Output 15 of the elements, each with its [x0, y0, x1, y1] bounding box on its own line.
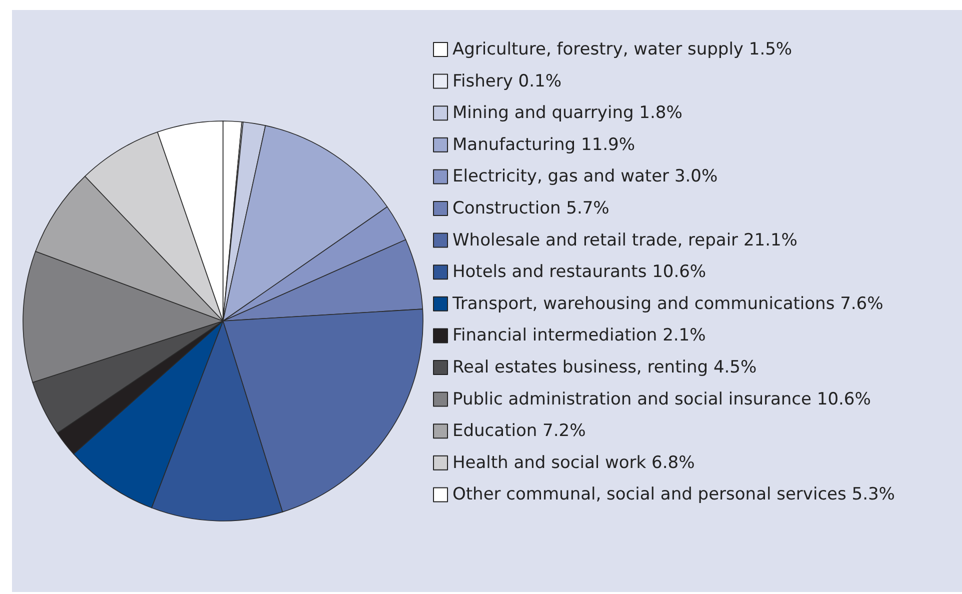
- legend-label: Fishery 0.1%: [452, 71, 562, 92]
- legend-label: Electricity, gas and water 3.0%: [452, 166, 718, 187]
- legend-label: Construction 5.7%: [452, 198, 610, 218]
- legend-label: Hotels and restaurants 10.6%: [452, 262, 706, 282]
- legend-label: Other communal, social and personal services 5.3%: [452, 484, 895, 505]
- legend-label: Education 7.2%: [452, 421, 586, 442]
- legend-label: Transport, warehousing and communications 7.6%: [452, 294, 884, 314]
- legend-label: Agriculture, forestry, water supply 1.5%: [452, 40, 792, 60]
- legend-label: Manufacturing 11.9%: [452, 134, 636, 155]
- legend-label: Public administration and social insurance 10.6%: [452, 389, 871, 410]
- legend-label: Wholesale and retail trade, repair 21.1%: [452, 230, 798, 250]
- legend-label: Real estates business, renting 4.5%: [452, 358, 757, 378]
- legend-label: Health and social work 6.8%: [452, 452, 695, 473]
- legend-label: Financial intermediation 2.1%: [452, 326, 706, 346]
- legend-label: Mining and quarrying 1.8%: [452, 103, 682, 124]
